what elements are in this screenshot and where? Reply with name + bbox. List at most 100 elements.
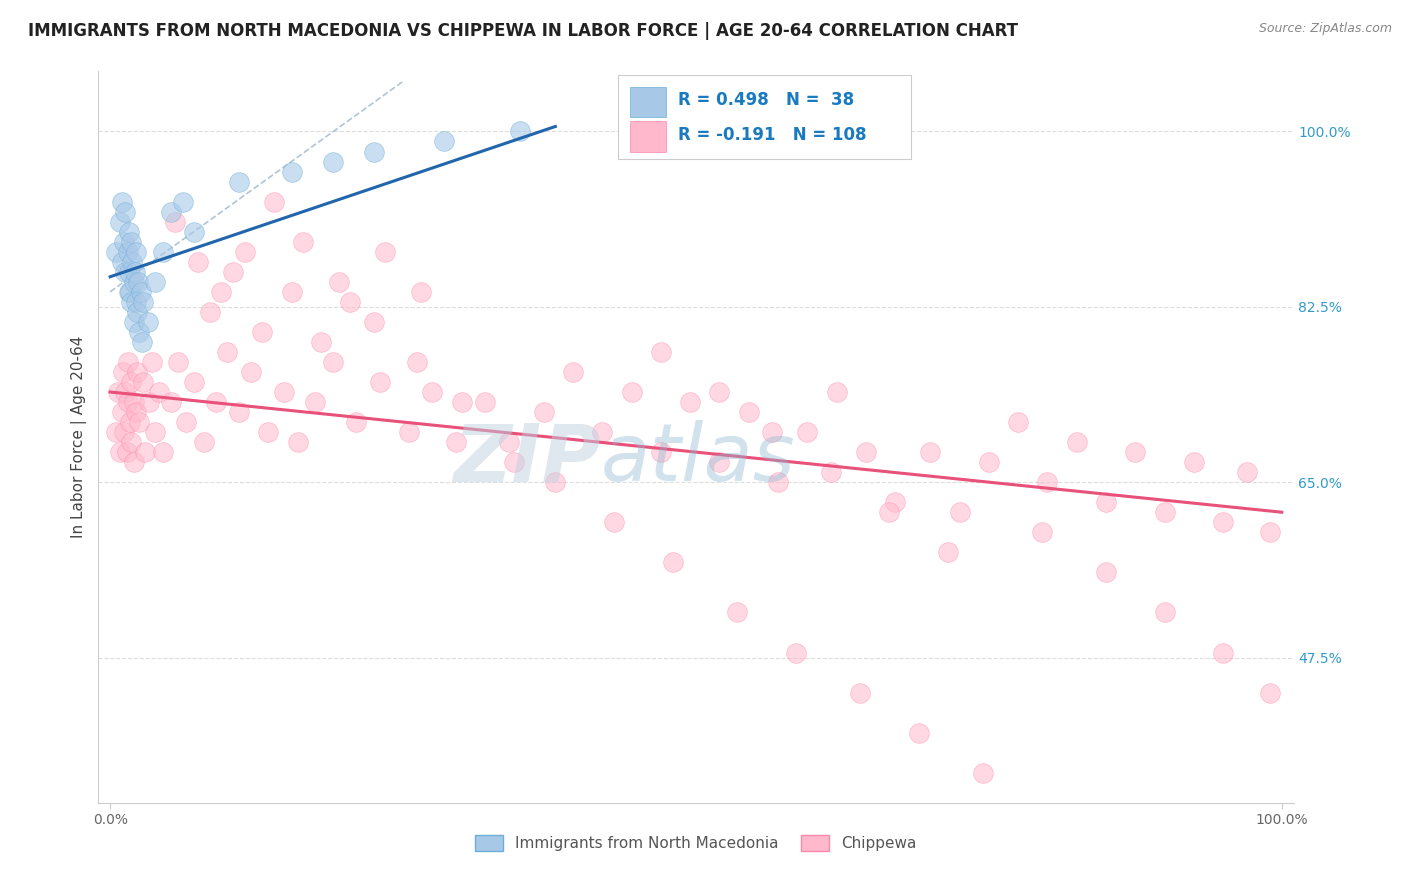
Point	[591, 425, 613, 439]
Point	[820, 465, 842, 479]
Point	[725, 606, 748, 620]
Point	[111, 405, 134, 419]
Point	[1153, 505, 1175, 519]
Point	[936, 545, 959, 559]
Point	[257, 425, 280, 439]
Point	[204, 395, 226, 409]
Point	[796, 425, 818, 439]
Point	[112, 235, 135, 249]
Point	[825, 384, 848, 399]
Point	[409, 285, 432, 299]
Point	[112, 425, 135, 439]
Point	[233, 244, 256, 259]
Point	[127, 365, 149, 379]
Point	[174, 415, 197, 429]
Point	[533, 405, 555, 419]
Point	[709, 384, 731, 399]
Point	[167, 355, 190, 369]
Point	[949, 505, 972, 519]
FancyBboxPatch shape	[619, 75, 911, 159]
Text: ZIP: ZIP	[453, 420, 600, 498]
Point	[650, 345, 672, 359]
Point	[339, 294, 361, 309]
Point	[160, 395, 183, 409]
Point	[152, 445, 174, 459]
Point	[544, 475, 567, 490]
Point	[111, 194, 134, 209]
Point	[122, 275, 145, 289]
Point	[118, 265, 141, 279]
Point	[328, 275, 350, 289]
Y-axis label: In Labor Force | Age 20-64: In Labor Force | Age 20-64	[72, 336, 87, 538]
Point	[1066, 435, 1088, 450]
Point	[1036, 475, 1059, 490]
Point	[920, 445, 942, 459]
Point	[1095, 566, 1118, 580]
Point	[1095, 495, 1118, 509]
Point	[107, 384, 129, 399]
Point	[562, 365, 585, 379]
Point	[433, 135, 456, 149]
Point	[108, 445, 131, 459]
Point	[117, 244, 139, 259]
Point	[160, 204, 183, 219]
Point	[363, 315, 385, 329]
Point	[198, 305, 221, 319]
Point	[136, 315, 159, 329]
Point	[603, 515, 626, 529]
Point	[117, 355, 139, 369]
Point	[849, 685, 872, 699]
Point	[766, 475, 789, 490]
Point	[120, 415, 141, 429]
Point	[183, 225, 205, 239]
Text: atlas: atlas	[600, 420, 796, 498]
Point	[309, 334, 332, 349]
Point	[474, 395, 496, 409]
Point	[115, 445, 138, 459]
Point	[444, 435, 467, 450]
Point	[217, 345, 239, 359]
Point	[292, 235, 315, 249]
Point	[222, 265, 245, 279]
Point	[877, 505, 901, 519]
Point	[1212, 515, 1234, 529]
Point	[120, 435, 142, 450]
Point	[322, 154, 344, 169]
Point	[183, 375, 205, 389]
Text: R = -0.191   N = 108: R = -0.191 N = 108	[678, 126, 866, 144]
Point	[620, 384, 643, 399]
Point	[172, 194, 194, 209]
Point	[148, 384, 170, 399]
Point	[138, 395, 160, 409]
Point	[131, 334, 153, 349]
Point	[322, 355, 344, 369]
Point	[127, 305, 149, 319]
Point	[709, 455, 731, 469]
Point	[855, 445, 877, 459]
Point	[114, 204, 136, 219]
Point	[125, 294, 148, 309]
Point	[228, 175, 250, 189]
Point	[127, 275, 149, 289]
Point	[122, 315, 145, 329]
FancyBboxPatch shape	[630, 121, 666, 152]
Point	[1153, 606, 1175, 620]
Point	[1031, 525, 1053, 540]
Point	[304, 395, 326, 409]
Text: IMMIGRANTS FROM NORTH MACEDONIA VS CHIPPEWA IN LABOR FORCE | AGE 20-64 CORRELATI: IMMIGRANTS FROM NORTH MACEDONIA VS CHIPP…	[28, 22, 1018, 40]
Point	[1212, 646, 1234, 660]
Point	[152, 244, 174, 259]
Point	[118, 225, 141, 239]
Point	[650, 445, 672, 459]
Point	[281, 164, 304, 178]
Point	[498, 435, 520, 450]
Point	[122, 455, 145, 469]
Point	[114, 265, 136, 279]
Point	[125, 405, 148, 419]
Point	[761, 425, 783, 439]
Point	[252, 325, 274, 339]
Point	[120, 235, 142, 249]
Point	[679, 395, 702, 409]
Text: R = 0.498   N =  38: R = 0.498 N = 38	[678, 91, 855, 109]
Point	[263, 194, 285, 209]
